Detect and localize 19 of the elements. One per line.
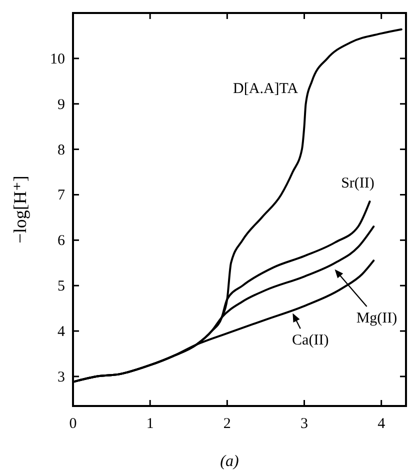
- y-tick-label: 5: [58, 278, 65, 295]
- x-tick-label: 0: [69, 416, 77, 432]
- y-tick-label: 10: [50, 51, 65, 68]
- y-tick-label: 8: [58, 142, 65, 158]
- text: (a): [220, 453, 239, 470]
- series-label: Sr(II): [341, 176, 374, 192]
- x-tick-label: 1: [146, 416, 154, 432]
- y-axis-title: −log[H⁺]: [10, 176, 30, 244]
- y-tick-label: 9: [58, 96, 65, 113]
- x-tick-label: 2: [223, 416, 231, 432]
- legend-label: Mg(II): [356, 310, 398, 327]
- y-tick-label: 7: [58, 188, 66, 204]
- series-label: D[A.A]TA: [233, 80, 298, 97]
- x-tick-label: 4: [378, 416, 386, 432]
- y-tick-label: 3: [58, 369, 65, 386]
- legend-label: Ca(II): [292, 332, 329, 349]
- x-tick-label: 3: [300, 416, 308, 432]
- y-tick-label: 6: [58, 233, 66, 250]
- y-tick-label: 4: [58, 324, 66, 340]
